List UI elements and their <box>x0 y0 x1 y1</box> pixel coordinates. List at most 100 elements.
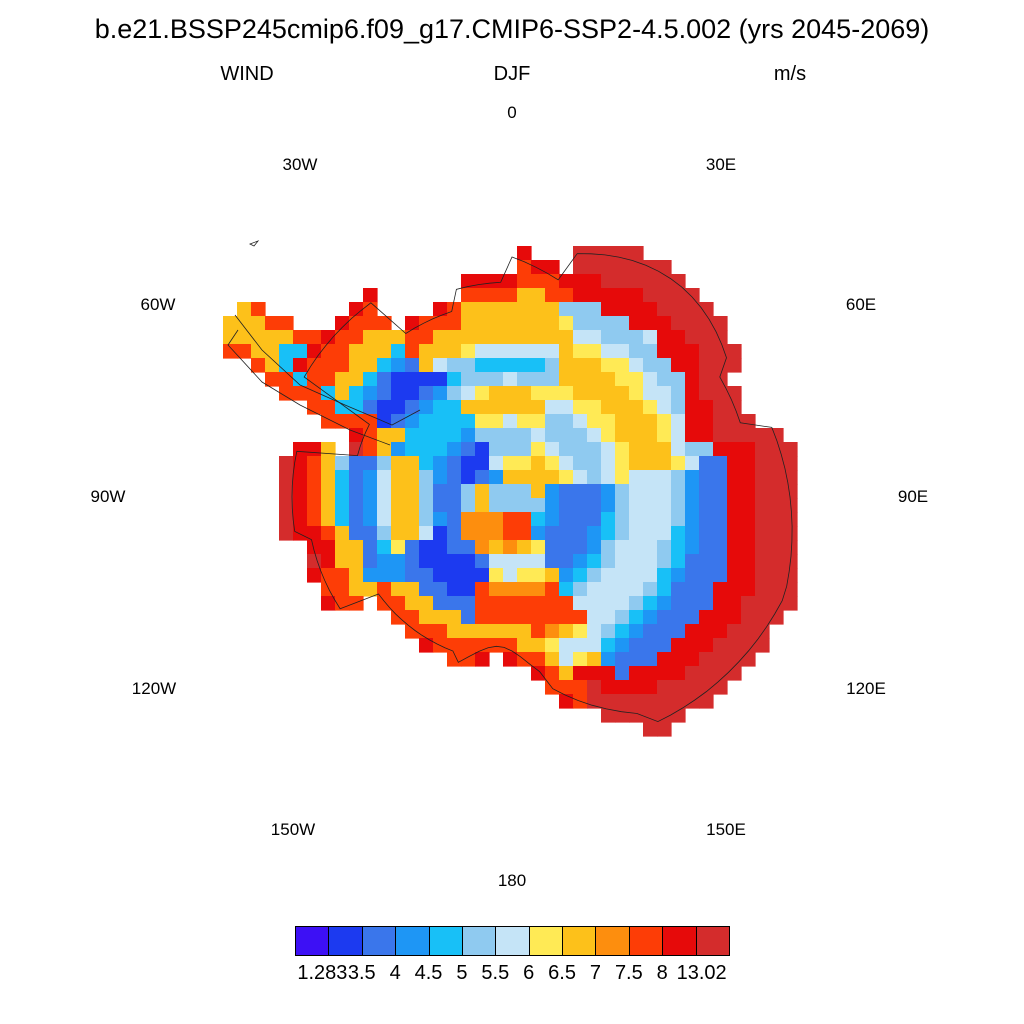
wind-cell <box>349 470 364 485</box>
wind-cell <box>419 540 434 555</box>
wind-cell <box>713 610 728 625</box>
wind-cell <box>685 540 700 555</box>
wind-cell <box>433 568 448 583</box>
wind-cell <box>531 288 546 303</box>
wind-cell <box>293 386 308 401</box>
wind-cell <box>727 540 742 555</box>
wind-cell <box>643 302 658 317</box>
wind-cell <box>517 596 532 611</box>
wind-cell <box>391 526 406 541</box>
wind-cell <box>727 428 742 443</box>
wind-cell <box>377 512 392 527</box>
wind-cell <box>335 330 350 345</box>
wind-cell <box>699 680 714 695</box>
wind-cell <box>489 498 504 513</box>
wind-cell <box>657 512 672 527</box>
wind-cell <box>573 680 588 695</box>
wind-cell <box>489 372 504 387</box>
wind-cell <box>573 302 588 317</box>
wind-cell <box>713 638 728 653</box>
wind-cell <box>489 330 504 345</box>
wind-cell <box>587 246 602 261</box>
wind-cell <box>517 358 532 373</box>
wind-cell <box>433 414 448 429</box>
wind-cell <box>629 316 644 331</box>
wind-cell <box>741 442 756 457</box>
wind-cell <box>391 498 406 513</box>
wind-cell <box>391 470 406 485</box>
wind-cell <box>657 596 672 611</box>
wind-cell <box>573 610 588 625</box>
wind-cell <box>601 470 616 485</box>
wind-cell <box>405 400 420 415</box>
wind-cell <box>545 666 560 681</box>
wind-cell <box>293 456 308 471</box>
wind-cell <box>657 414 672 429</box>
wind-cell <box>475 358 490 373</box>
wind-cell <box>587 540 602 555</box>
wind-cell <box>559 666 574 681</box>
wind-cell <box>307 372 322 387</box>
wind-cell <box>545 624 560 639</box>
wind-cell <box>503 288 518 303</box>
wind-cell <box>405 330 420 345</box>
wind-cell <box>741 456 756 471</box>
wind-cell <box>405 414 420 429</box>
wind-cell <box>503 386 518 401</box>
wind-cell <box>559 302 574 317</box>
wind-cell <box>643 316 658 331</box>
wind-cell <box>769 456 784 471</box>
wind-cell <box>657 708 672 723</box>
wind-cell <box>433 610 448 625</box>
wind-cell <box>615 400 630 415</box>
wind-cell <box>475 344 490 359</box>
wind-cell <box>517 610 532 625</box>
wind-cell <box>475 596 490 611</box>
wind-cell <box>503 316 518 331</box>
wind-cell <box>279 344 294 359</box>
wind-cell <box>713 484 728 499</box>
wind-cell <box>531 638 546 653</box>
wind-cell <box>503 582 518 597</box>
wind-cell <box>615 442 630 457</box>
wind-cell <box>293 358 308 373</box>
wind-cell <box>405 554 420 569</box>
wind-cell <box>433 442 448 457</box>
wind-cell <box>699 372 714 387</box>
wind-cell <box>531 372 546 387</box>
wind-cell <box>335 512 350 527</box>
wind-cell <box>265 316 280 331</box>
wind-cell <box>433 624 448 639</box>
wind-cell <box>405 344 420 359</box>
wind-cell <box>475 288 490 303</box>
wind-cell <box>531 652 546 667</box>
wind-cell <box>601 512 616 527</box>
wind-cell <box>475 330 490 345</box>
wind-cell <box>755 456 770 471</box>
wind-cell <box>545 400 560 415</box>
wind-cell <box>727 498 742 513</box>
wind-cell <box>587 358 602 373</box>
wind-cell <box>587 400 602 415</box>
wind-cell <box>461 372 476 387</box>
wind-cell <box>741 568 756 583</box>
wind-cell <box>629 624 644 639</box>
wind-cell <box>391 442 406 457</box>
wind-cell <box>405 456 420 471</box>
wind-cell <box>419 498 434 513</box>
wind-cell <box>671 652 686 667</box>
wind-cell <box>587 330 602 345</box>
wind-cell <box>531 330 546 345</box>
wind-cell <box>377 358 392 373</box>
wind-cell <box>671 316 686 331</box>
wind-cell <box>293 484 308 499</box>
wind-cell <box>461 386 476 401</box>
wind-cell <box>587 428 602 443</box>
wind-cell <box>461 512 476 527</box>
wind-cell <box>643 456 658 471</box>
wind-cell <box>321 596 336 611</box>
wind-cell <box>503 470 518 485</box>
wind-cell <box>489 540 504 555</box>
wind-cell <box>321 330 336 345</box>
wind-cell <box>741 596 756 611</box>
